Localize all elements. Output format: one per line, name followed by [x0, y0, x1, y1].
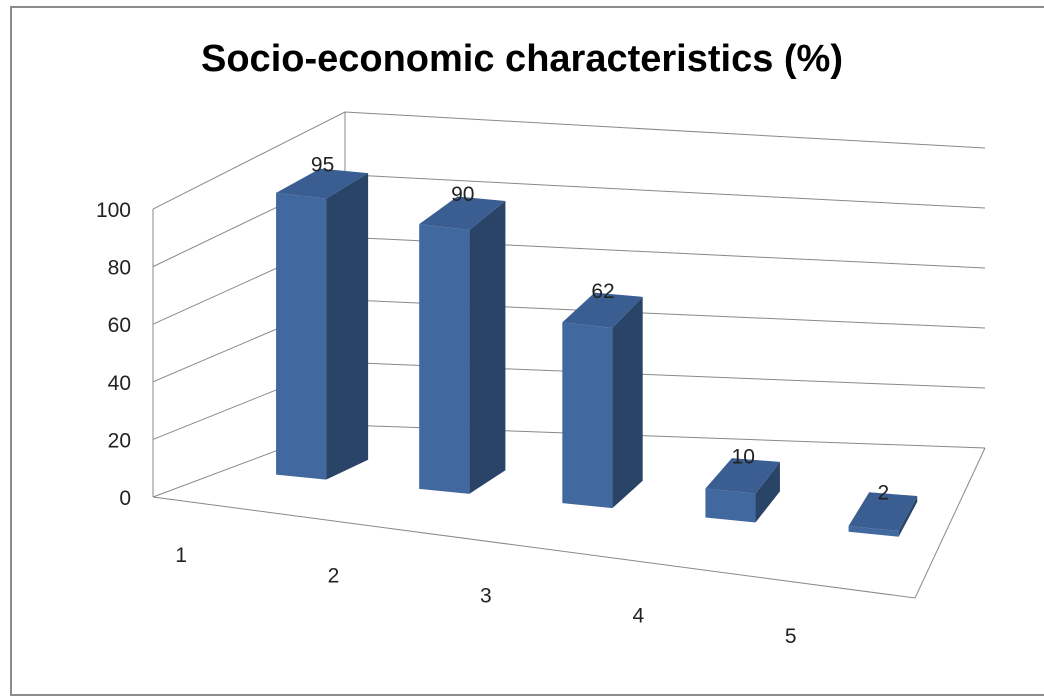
- bar-side-face: [326, 173, 369, 480]
- bar-top-face: [419, 196, 506, 230]
- bar: [419, 196, 506, 494]
- data-label: 2: [878, 481, 890, 504]
- bar-top-face: [562, 292, 643, 328]
- data-label: 62: [591, 280, 614, 303]
- bar: [562, 292, 643, 509]
- data-label: 10: [732, 446, 755, 469]
- bar-side-face: [755, 461, 780, 523]
- chart-title: Socio-economic characteristics (%): [201, 38, 843, 80]
- y-tick-label: 100: [96, 199, 131, 222]
- bar-front-face: [705, 488, 756, 523]
- bar-side-face: [469, 200, 506, 494]
- bar-side-face: [612, 296, 643, 509]
- x-tick-label: 1: [175, 544, 187, 567]
- data-label: 95: [311, 153, 334, 176]
- bar-top-face: [705, 458, 780, 494]
- y-tick-label: 20: [108, 429, 131, 452]
- bar-front-face: [848, 525, 899, 537]
- bar-side-face: [898, 496, 918, 537]
- x-tick-label: 4: [632, 605, 644, 628]
- bar-front-face: [562, 322, 613, 509]
- bars: [276, 168, 918, 537]
- y-tick-label: 40: [108, 372, 131, 395]
- x-tick-label: 3: [480, 584, 492, 607]
- chart-frame: [10, 6, 1044, 696]
- bar: [848, 492, 918, 537]
- bar: [276, 168, 369, 480]
- y-tick-label: 0: [119, 487, 131, 510]
- y-axis-ticks: 0 20 40 60 80 100: [96, 199, 131, 510]
- y-tick-label: 80: [108, 257, 131, 280]
- x-tick-label: 5: [785, 625, 797, 648]
- data-label: 90: [451, 183, 474, 206]
- y-tick-label: 60: [108, 314, 131, 337]
- x-tick-label: 2: [328, 564, 340, 587]
- bar: [705, 458, 780, 523]
- bar-top-face: [848, 492, 918, 532]
- bar-top-face: [276, 168, 369, 199]
- data-labels: 95 90 62 10 2: [311, 153, 889, 504]
- bar-front-face: [419, 224, 470, 494]
- floor-edge: [152, 447, 986, 599]
- x-axis-ticks: 1 2 3 4 5: [175, 544, 796, 648]
- bar-front-face: [276, 192, 327, 480]
